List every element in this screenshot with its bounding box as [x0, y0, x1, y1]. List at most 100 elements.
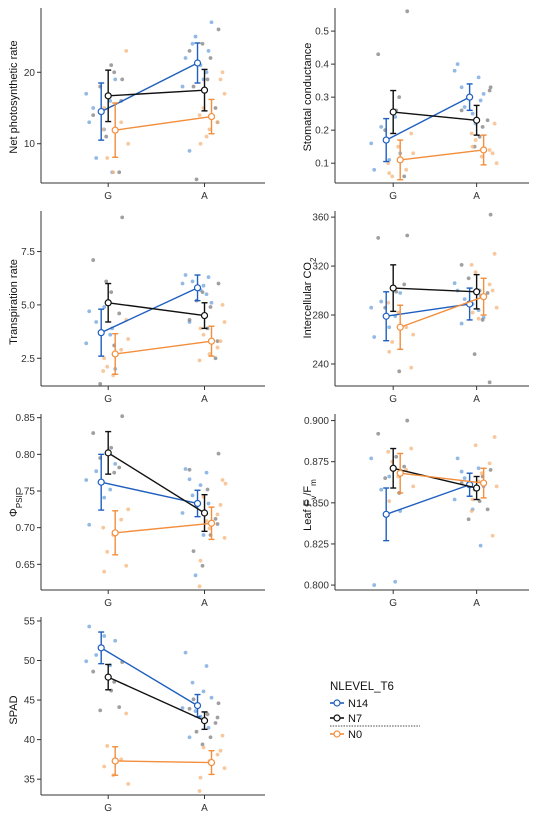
y-axis-title-transpiration-rate: Transpiration rate	[8, 259, 20, 345]
y-tick-label: 0.2	[315, 126, 329, 137]
raw-point-n0	[222, 91, 227, 96]
raw-point-n0	[105, 156, 110, 160]
series-line-n7	[393, 467, 477, 489]
y-tick-label: 240	[312, 359, 329, 370]
y-tick-label: 2.5	[21, 354, 35, 365]
raw-point-n7	[397, 369, 402, 374]
raw-point-n7	[109, 445, 114, 450]
raw-point-n0	[387, 499, 392, 504]
raw-point-n7	[205, 487, 210, 492]
panel-intercellular-co2: Intercellular CO2 240 280 320 360 G A	[302, 211, 529, 405]
raw-point-n14	[201, 283, 206, 288]
raw-point-n14	[206, 48, 211, 53]
raw-point-n14	[206, 501, 211, 506]
y-tick-label: 0.1	[315, 159, 329, 170]
raw-point-n14	[94, 469, 99, 474]
raw-point-n14	[372, 583, 377, 587]
y-axis-title-part-3: m	[309, 479, 318, 486]
y-tick-label: 5.0	[21, 300, 35, 311]
legend-marker-n14	[333, 699, 341, 707]
raw-point-n7	[91, 669, 96, 674]
raw-point-n14	[193, 34, 198, 39]
panel-net-photosynthetic-rate: Net photosynthetic rate 10 20 G A	[8, 8, 265, 202]
mean-point-n0	[480, 479, 488, 487]
raw-point-n14	[183, 467, 188, 471]
raw-point-n0	[197, 113, 202, 118]
raw-point-n14	[379, 299, 384, 304]
raw-point-n0	[494, 161, 499, 166]
mean-point-n7	[473, 288, 481, 296]
raw-point-n7	[191, 697, 196, 702]
raw-point-n7	[117, 465, 122, 470]
raw-point-n7	[91, 113, 96, 118]
raw-point-n7	[466, 517, 471, 522]
raw-point-n0	[386, 300, 391, 305]
x-tick-label: A	[201, 394, 208, 405]
mean-point-n0	[111, 757, 119, 765]
raw-point-n14	[84, 341, 89, 346]
mean-point-n0	[480, 146, 488, 154]
raw-point-n0	[490, 533, 495, 538]
raw-point-n0	[470, 144, 475, 149]
raw-point-n0	[220, 733, 225, 738]
raw-point-n7	[480, 318, 485, 322]
raw-point-n0	[220, 70, 225, 75]
series-line-n7	[107, 676, 205, 722]
raw-point-n0	[101, 525, 106, 530]
x-tick-label: A	[473, 191, 480, 202]
mean-point-n0	[207, 758, 216, 767]
mean-point-n14	[466, 93, 474, 101]
raw-point-n14	[478, 98, 483, 103]
raw-point-n7	[485, 118, 490, 123]
mean-point-n7	[200, 717, 209, 725]
raw-point-n0	[409, 131, 414, 136]
y-tick-label: 55	[24, 616, 36, 627]
raw-point-n0	[218, 339, 223, 344]
raw-point-n0	[386, 449, 391, 454]
raw-point-n14	[84, 659, 89, 664]
y-axis-title-stomatal-conductance: Stomatal conductance	[302, 43, 314, 152]
series-line-n14	[385, 484, 470, 515]
raw-point-n7	[117, 311, 122, 316]
raw-point-n14	[198, 714, 203, 719]
series-line-n14	[385, 96, 470, 141]
raw-point-n0	[469, 131, 474, 136]
raw-point-n0	[492, 121, 497, 126]
mean-point-n7	[104, 449, 112, 457]
raw-point-n14	[87, 624, 92, 629]
series-line-n14	[100, 647, 198, 707]
raw-point-n7	[117, 705, 122, 710]
raw-point-n14	[372, 167, 377, 172]
raw-point-n14	[452, 497, 457, 502]
y-tick-label: 0.75	[16, 487, 36, 498]
raw-point-n14	[209, 300, 214, 305]
raw-point-n14	[183, 273, 188, 277]
mean-point-n7	[389, 284, 397, 292]
raw-point-n14	[91, 106, 96, 110]
y-tick-label: 280	[312, 311, 329, 322]
series-line-n0	[399, 296, 484, 328]
raw-point-n7	[405, 9, 410, 14]
series-line-n0	[400, 149, 484, 161]
raw-point-n14	[108, 332, 113, 337]
raw-point-n14	[470, 111, 475, 116]
raw-point-n0	[126, 141, 131, 146]
y-tick-label: 10	[24, 139, 36, 150]
raw-point-n0	[198, 326, 203, 331]
mean-point-n14	[382, 136, 390, 144]
raw-point-n7	[480, 124, 485, 129]
raw-point-n14	[87, 120, 92, 125]
raw-point-n0	[215, 120, 220, 125]
raw-point-n0	[102, 764, 107, 769]
raw-point-n7	[112, 70, 117, 75]
raw-point-n0	[223, 481, 228, 486]
y-axis-title-leaf-fv-fm: Leaf Fv/Fm	[302, 479, 318, 531]
raw-point-n14	[84, 91, 89, 96]
raw-point-n14	[187, 477, 192, 482]
raw-point-n14	[372, 335, 377, 339]
series-line-n7	[108, 302, 205, 317]
raw-point-n14	[459, 85, 464, 90]
raw-point-n14	[462, 297, 467, 302]
raw-point-n14	[393, 115, 398, 119]
raw-point-n7	[120, 215, 125, 220]
